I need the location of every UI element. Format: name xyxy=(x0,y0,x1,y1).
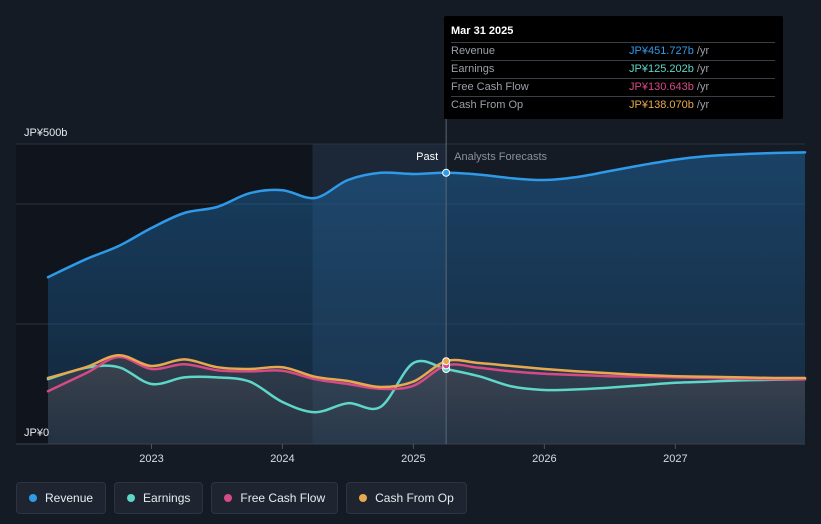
y-axis-top-label: JP¥500b xyxy=(24,127,67,139)
tooltip-value: JP¥125.202b xyxy=(629,63,694,75)
x-tick-label: 2025 xyxy=(401,453,425,465)
x-tick-label: 2027 xyxy=(663,453,687,465)
legend-item-cash-from-op[interactable]: Cash From Op xyxy=(346,482,467,514)
legend-item-free-cash-flow[interactable]: Free Cash Flow xyxy=(211,482,339,514)
legend-label: Revenue xyxy=(45,491,94,505)
legend-label: Earnings xyxy=(143,491,191,505)
y-axis-bottom-label: JP¥0 xyxy=(24,427,49,439)
tooltip-label: Revenue xyxy=(451,45,496,57)
series-lines xyxy=(46,151,807,414)
tooltip-row-free-cash-flow: Free Cash Flow JP¥130.643b /yr xyxy=(451,78,775,96)
tooltip-label: Earnings xyxy=(451,63,495,75)
legend: Revenue Earnings Free Cash Flow Cash Fro… xyxy=(16,482,467,514)
x-tick-label: 2024 xyxy=(270,453,294,465)
tooltip-value: JP¥451.727b xyxy=(629,45,694,57)
cash-from-op-marker xyxy=(442,357,451,366)
legend-dot-icon xyxy=(127,494,136,502)
tooltip: Mar 31 2025 Revenue JP¥451.727b /yr Earn… xyxy=(444,16,783,119)
revenue-marker xyxy=(442,168,451,177)
tooltip-unit: /yr xyxy=(696,81,710,93)
tooltip-label: Cash From Op xyxy=(451,99,524,111)
legend-dot-icon xyxy=(29,494,37,502)
revenue-line xyxy=(46,151,807,279)
tooltip-value: JP¥130.643b xyxy=(629,81,694,93)
x-tick-label: 2023 xyxy=(139,453,163,465)
tooltip-unit: /yr xyxy=(696,63,710,75)
legend-label: Free Cash Flow xyxy=(240,491,326,505)
tooltip-value: JP¥138.070b xyxy=(629,99,694,111)
tooltip-label: Free Cash Flow xyxy=(451,81,529,93)
legend-label: Cash From Op xyxy=(375,491,454,505)
past-label: Past xyxy=(416,151,438,163)
earnings-line xyxy=(46,359,807,414)
tooltip-row-cash-from-op: Cash From Op JP¥138.070b /yr xyxy=(451,96,775,114)
legend-dot-icon xyxy=(359,494,368,502)
legend-item-earnings[interactable]: Earnings xyxy=(114,482,204,514)
tooltip-row-earnings: Earnings JP¥125.202b /yr xyxy=(451,60,775,78)
tooltip-unit: /yr xyxy=(696,99,710,111)
tooltip-unit: /yr xyxy=(696,45,710,57)
tooltip-date: Mar 31 2025 xyxy=(451,25,514,37)
cash-from-op-line xyxy=(46,353,807,389)
hover-markers xyxy=(442,168,451,373)
x-tick-label: 2026 xyxy=(532,453,556,465)
forecast-label: Analysts Forecasts xyxy=(454,151,547,163)
tooltip-row-revenue: Revenue JP¥451.727b /yr xyxy=(451,42,775,60)
x-axis-ticks: 2023 2024 2025 2026 2027 xyxy=(139,444,688,465)
legend-item-revenue[interactable]: Revenue xyxy=(16,482,107,514)
legend-dot-icon xyxy=(224,494,233,502)
